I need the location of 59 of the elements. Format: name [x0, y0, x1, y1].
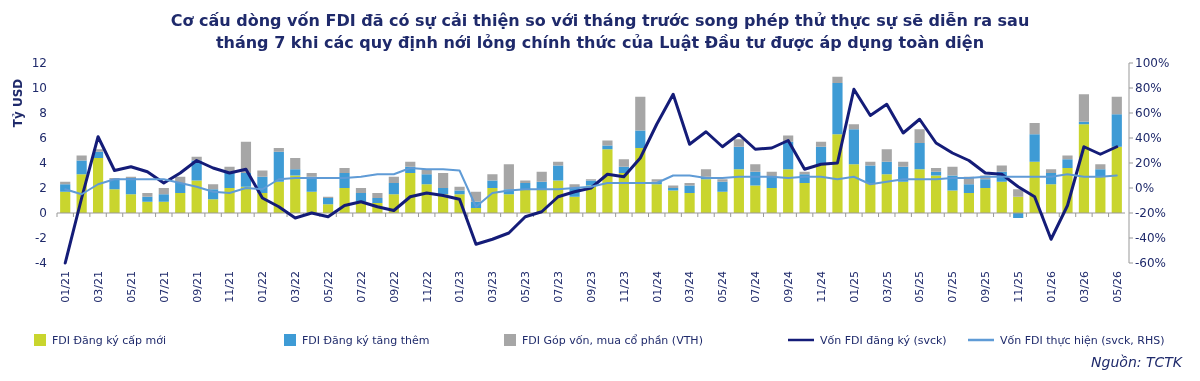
x-tick-label: 05/25	[913, 271, 927, 303]
y-tick-label: 6	[39, 131, 47, 146]
x-tick-label: 11/23	[617, 271, 631, 303]
y2-tick-label: -20%	[1135, 206, 1167, 221]
legend-label: FDI Đăng ký tăng thêm	[302, 333, 430, 347]
y2-tick-label: 40%	[1135, 131, 1162, 146]
y-tick-label: -2	[35, 231, 47, 246]
x-tick-label: 11/25	[1012, 271, 1026, 303]
x-tick-label: 01/23	[453, 271, 467, 303]
x-tick-label: 05/22	[321, 271, 335, 303]
x-tick-label: 05/23	[519, 271, 533, 303]
legend-label: Vốn FDI thực hiện (svck, RHS)	[1000, 333, 1165, 347]
y-tick-label: 10	[31, 81, 47, 96]
x-tick-label: 07/23	[551, 271, 565, 303]
y2-tick-label: 60%	[1135, 106, 1162, 121]
x-tick-label: 09/21	[190, 271, 204, 303]
legend-label: FDI Góp vốn, mua cổ phần (VTH)	[522, 333, 703, 347]
x-tick-label: 11/24	[814, 271, 828, 303]
x-tick-label: 07/21	[157, 271, 171, 303]
y2-tick-label: 0%	[1135, 181, 1155, 196]
x-tick-label: 01/24	[650, 271, 664, 303]
x-tick-label: 07/24	[749, 271, 763, 303]
y2-tick-label: 100%	[1135, 56, 1170, 71]
y-axis-title: Tỷ USD	[11, 78, 25, 128]
y-tick-label: 4	[39, 156, 47, 171]
y-tick-label: -4	[35, 256, 47, 271]
x-tick-label: 05/26	[1110, 271, 1124, 303]
x-tick-label: 09/22	[387, 271, 401, 303]
legend-label: Vốn FDI đăng ký (svck)	[820, 333, 947, 347]
x-tick-label: 09/23	[584, 271, 598, 303]
y2-tick-label: -60%	[1135, 256, 1167, 271]
x-tick-label: 07/22	[354, 271, 368, 303]
x-tick-label: 05/21	[124, 271, 138, 303]
x-tick-label: 09/25	[979, 271, 993, 303]
x-tick-label: 03/23	[486, 271, 500, 303]
y2-tick-label: 80%	[1135, 81, 1162, 96]
text: Nguồn: TCTK	[1091, 354, 1184, 370]
x-tick-label: 11/22	[420, 271, 434, 303]
x-tick-label: 05/24	[716, 271, 730, 303]
x-tick-label: 03/25	[880, 271, 894, 303]
x-tick-label: 01/21	[59, 271, 73, 303]
x-tick-label: 03/22	[289, 271, 303, 303]
x-tick-label: 01/25	[847, 271, 861, 303]
y2-tick-label: -40%	[1135, 231, 1167, 246]
x-tick-label: 03/24	[683, 271, 697, 303]
x-tick-label: 03/21	[91, 271, 105, 303]
chart-title: Cơ cấu dòng vốn FDI đã có sự cải thiện so với tháng trước song phép thử thực sự sẽ diễn ra sau tháng 7 khi các quy định nới lỏng chính thức của Luật Đầu tư được áp dụng toàn diện	[170, 11, 1030, 52]
y-tick-label: 0	[39, 206, 47, 221]
y-tick-label: 2	[39, 181, 47, 196]
x-tick-label: 09/24	[782, 271, 796, 303]
x-tick-label: 07/25	[946, 271, 960, 303]
x-tick-label: 11/21	[223, 271, 237, 303]
x-tick-label: 03/26	[1077, 271, 1091, 303]
y-tick-label: 8	[39, 106, 47, 121]
legend-label: FDI Đăng ký cấp mới	[52, 333, 167, 347]
x-tick-label: 01/26	[1044, 271, 1058, 303]
y2-tick-label: 20%	[1135, 156, 1162, 171]
x-tick-label: 01/22	[256, 271, 270, 303]
y-tick-label: 12	[31, 56, 47, 71]
